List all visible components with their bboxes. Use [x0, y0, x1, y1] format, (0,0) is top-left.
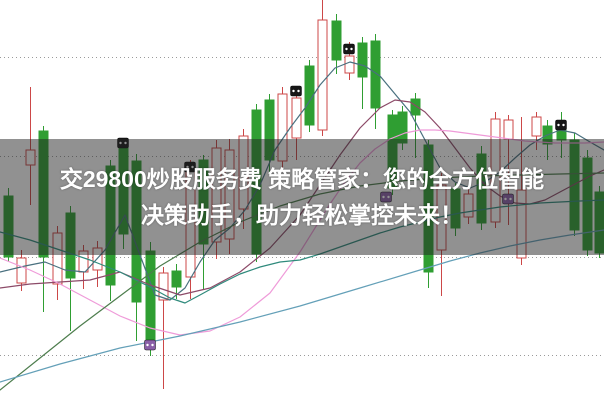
trade-marker-dot: [345, 47, 348, 51]
ad-banner-line1: 交29800炒股服务费 策略管家：您的全方位智能: [59, 166, 545, 192]
trade-marker-dot: [151, 343, 154, 347]
trade-marker: [555, 119, 567, 131]
candle-down: [171, 270, 182, 288]
candle-up: [317, 19, 328, 131]
trade-marker-dot: [562, 123, 565, 127]
candle-down: [370, 40, 381, 109]
candle-down: [410, 98, 421, 116]
trade-marker: [144, 339, 156, 351]
ad-banner-overlay[interactable]: 交29800炒股服务费 策略管家：您的全方位智能 决策助手，助力轻松掌控未来！: [0, 139, 604, 255]
candle-down: [304, 65, 315, 126]
candle-up: [291, 97, 302, 139]
candle-up: [503, 119, 514, 140]
trade-marker: [343, 43, 355, 55]
candle-down: [331, 20, 342, 61]
trade-marker-dot: [292, 89, 295, 93]
trade-marker: [290, 85, 302, 97]
trade-marker-dot: [350, 47, 353, 51]
trade-marker-dot: [146, 343, 149, 347]
candle-up: [16, 257, 27, 284]
trade-marker-dot: [297, 89, 300, 93]
trade-marker-dot: [557, 123, 560, 127]
candle-down: [357, 42, 368, 78]
candle-up: [531, 116, 542, 137]
candle-up: [344, 55, 355, 74]
candle-up: [158, 272, 169, 301]
ad-banner-line2: 决策助手，助力轻松掌控未来！: [141, 202, 463, 228]
candle-down: [145, 250, 156, 345]
